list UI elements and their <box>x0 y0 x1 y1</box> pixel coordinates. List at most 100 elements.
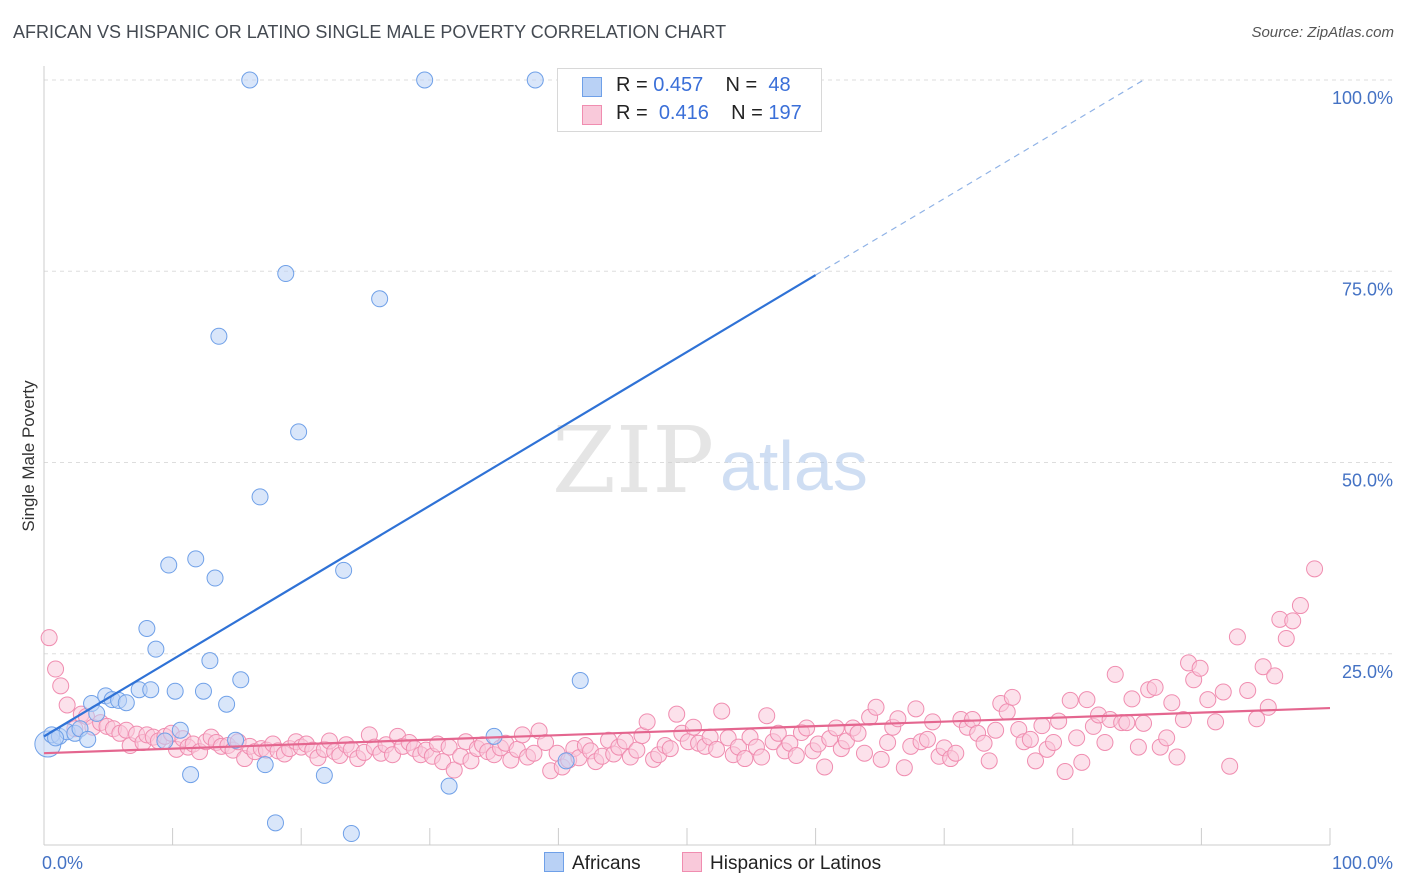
hispanics-swatch <box>582 105 602 125</box>
african-point <box>166 682 184 700</box>
hispanic-point <box>736 750 754 768</box>
africans-trend-extension <box>815 79 1144 276</box>
hispanic-point <box>1096 733 1114 751</box>
african-point <box>194 682 212 700</box>
hispanic-point <box>947 744 965 762</box>
hispanic-point <box>1033 717 1051 735</box>
african-point <box>232 671 250 689</box>
african-point <box>371 290 389 308</box>
hispanics-trend-line <box>43 706 1331 755</box>
africans-legend-swatch <box>544 852 564 872</box>
hispanic-point <box>1306 560 1324 578</box>
hispanic-point <box>684 718 702 736</box>
hispanics-r-value: 0.416 <box>658 102 709 124</box>
hispanic-point <box>58 696 76 714</box>
hispanic-point <box>1266 667 1284 685</box>
hispanic-point <box>1061 691 1079 709</box>
african-point <box>241 71 259 89</box>
x-tick-label: 0.0% <box>42 853 83 873</box>
r-label: R = <box>616 74 654 96</box>
hispanic-point <box>798 719 816 737</box>
hispanic-point <box>40 629 58 647</box>
hispanic-point <box>1277 629 1295 647</box>
y-tick-label: 50.0% <box>1342 471 1393 491</box>
hispanic-point <box>816 758 834 776</box>
hispanic-point <box>1123 690 1141 708</box>
african-point <box>256 756 274 774</box>
hispanic-point <box>827 719 845 737</box>
african-point <box>182 766 200 784</box>
african-point <box>290 423 308 441</box>
hispanics-stats: R = 0.416 N = 197 <box>616 102 802 125</box>
trend-lines <box>43 79 1331 755</box>
african-point <box>79 730 97 748</box>
hispanic-point <box>537 733 555 751</box>
hispanic-point <box>1259 698 1277 716</box>
hispanic-point <box>975 734 993 752</box>
african-point <box>571 672 589 690</box>
hispanic-point <box>998 703 1016 721</box>
hispanic-point <box>661 740 679 758</box>
gridlines <box>44 79 1394 655</box>
hispanic-point <box>769 724 787 742</box>
hispanic-point <box>849 724 867 742</box>
tick-labels: 25.0% 50.0% 75.0% 100.0% 0.0% 100.0% <box>42 88 1393 873</box>
hispanic-point <box>668 705 686 723</box>
hispanic-point <box>787 746 805 764</box>
africans-n-value: 48 <box>768 74 791 96</box>
hispanic-point <box>1174 711 1192 729</box>
hispanic-point <box>1191 659 1209 677</box>
africans-stats: R = 0.457 N = 48 <box>616 74 791 97</box>
hispanic-point <box>445 761 463 779</box>
hispanic-point <box>918 730 936 748</box>
bottom-legend-africans[interactable]: Africans <box>544 852 641 875</box>
african-point <box>416 71 434 89</box>
hispanic-point <box>708 740 726 758</box>
hispanic-point <box>1078 691 1096 709</box>
hispanic-point <box>980 752 998 770</box>
hispanic-point <box>1129 738 1147 756</box>
african-point <box>315 766 333 784</box>
hispanic-point <box>1221 757 1239 775</box>
african-point <box>266 814 284 832</box>
hispanic-point <box>895 759 913 777</box>
africans-trend-line <box>43 274 817 738</box>
hispanic-point <box>872 750 890 768</box>
hispanic-point <box>1228 628 1246 646</box>
hispanic-point <box>855 744 873 762</box>
hispanic-point <box>1284 612 1302 630</box>
hispanic-point <box>1239 681 1257 699</box>
n-label: N = <box>731 102 769 124</box>
hispanic-point <box>47 660 65 678</box>
watermark-zip: ZIP <box>552 407 714 514</box>
hispanic-point <box>1291 597 1309 615</box>
african-point <box>147 640 165 658</box>
african-point <box>117 694 135 712</box>
hispanic-point <box>638 713 656 731</box>
hispanic-point <box>1073 753 1091 771</box>
hispanic-point <box>879 733 897 751</box>
hispanic-point <box>1056 763 1074 781</box>
hispanic-point <box>987 721 1005 739</box>
africans-legend-label: Africans <box>572 853 641 874</box>
african-point <box>210 327 228 345</box>
african-point <box>218 695 236 713</box>
correlation-legend: R = 0.457 N = 48 R = 0.416 N = 197 <box>557 68 822 132</box>
african-point <box>171 721 189 739</box>
hispanic-point <box>1045 733 1063 751</box>
hispanic-point <box>1050 712 1068 730</box>
chart-title: AFRICAN VS HISPANIC OR LATINO SINGLE MAL… <box>13 22 727 42</box>
bottom-legend-hispanics[interactable]: Hispanics or Latinos <box>682 852 881 875</box>
african-point <box>335 561 353 579</box>
hispanic-point <box>1027 752 1045 770</box>
hispanic-point <box>1118 714 1136 732</box>
hispanic-point <box>1207 713 1225 731</box>
african-point <box>342 825 360 843</box>
hispanic-point <box>1146 678 1164 696</box>
r-label: R = <box>616 102 654 124</box>
axes <box>43 66 1331 846</box>
hispanic-point <box>52 677 70 695</box>
hispanic-point <box>1168 748 1186 766</box>
african-point <box>156 732 174 750</box>
hispanic-point <box>1135 714 1153 732</box>
